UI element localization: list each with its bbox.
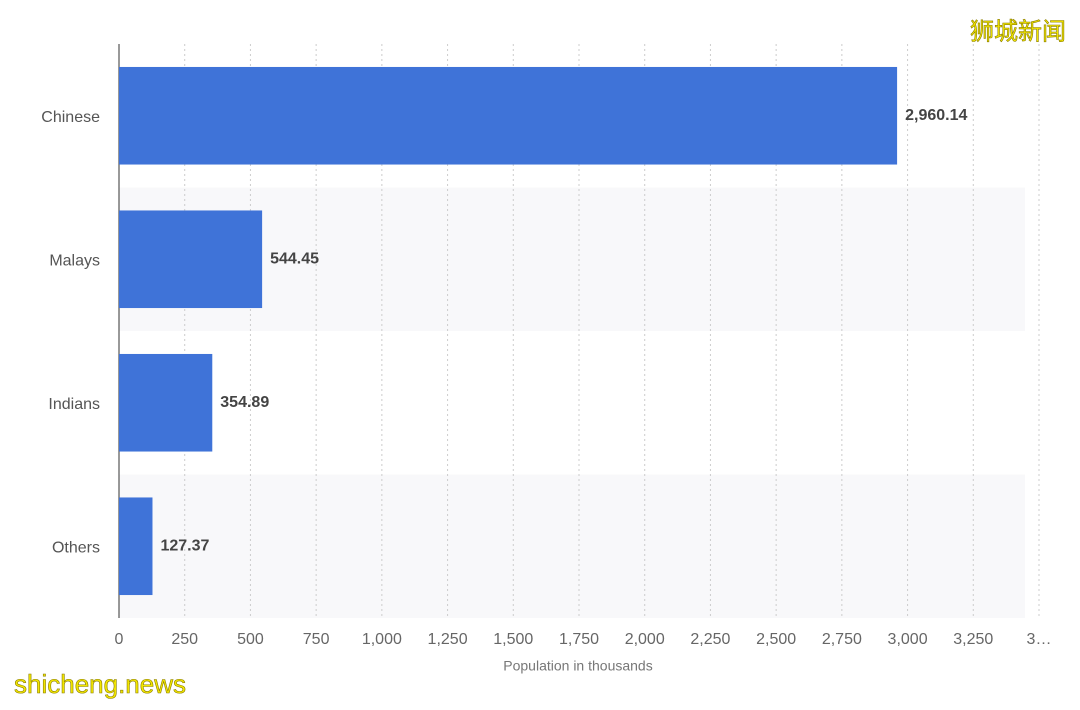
x-tick-label: 1,750 xyxy=(559,631,599,648)
x-tick-label: 2,000 xyxy=(625,631,665,648)
x-tick-label: 2,750 xyxy=(822,631,862,648)
watermark: shicheng.news xyxy=(14,669,186,699)
x-tick-label: 3,000 xyxy=(888,631,928,648)
y-tick-label: Indians xyxy=(48,396,100,413)
bar xyxy=(119,353,213,452)
x-tick-label: 1,000 xyxy=(362,631,402,648)
row-band xyxy=(119,474,1025,618)
value-label: 2,960.14 xyxy=(905,107,967,124)
value-label: 354.89 xyxy=(220,394,269,411)
x-tick-label: 500 xyxy=(237,631,264,648)
bar xyxy=(119,497,153,596)
row-band xyxy=(119,187,1025,331)
x-tick-label: 1,500 xyxy=(493,631,533,648)
x-tick-label: 0 xyxy=(115,631,124,648)
x-axis-label: Population in thousands xyxy=(503,658,652,674)
x-tick-label: 2,250 xyxy=(690,631,730,648)
y-tick-label: Chinese xyxy=(41,109,100,126)
y-tick-label: Malays xyxy=(49,252,100,269)
x-tick-label: 750 xyxy=(303,631,330,648)
x-tick-label: 250 xyxy=(171,631,198,648)
bar xyxy=(119,210,263,309)
value-label: 127.37 xyxy=(160,537,209,554)
x-tick-label: 3… xyxy=(1027,631,1052,648)
bar xyxy=(119,66,898,165)
watermark: 狮城新闻 xyxy=(970,18,1066,45)
value-label: 544.45 xyxy=(270,250,319,267)
x-tick-label: 3,250 xyxy=(953,631,993,648)
x-tick-label: 2,500 xyxy=(756,631,796,648)
x-tick-label: 1,250 xyxy=(428,631,468,648)
y-tick-label: Others xyxy=(52,539,100,556)
